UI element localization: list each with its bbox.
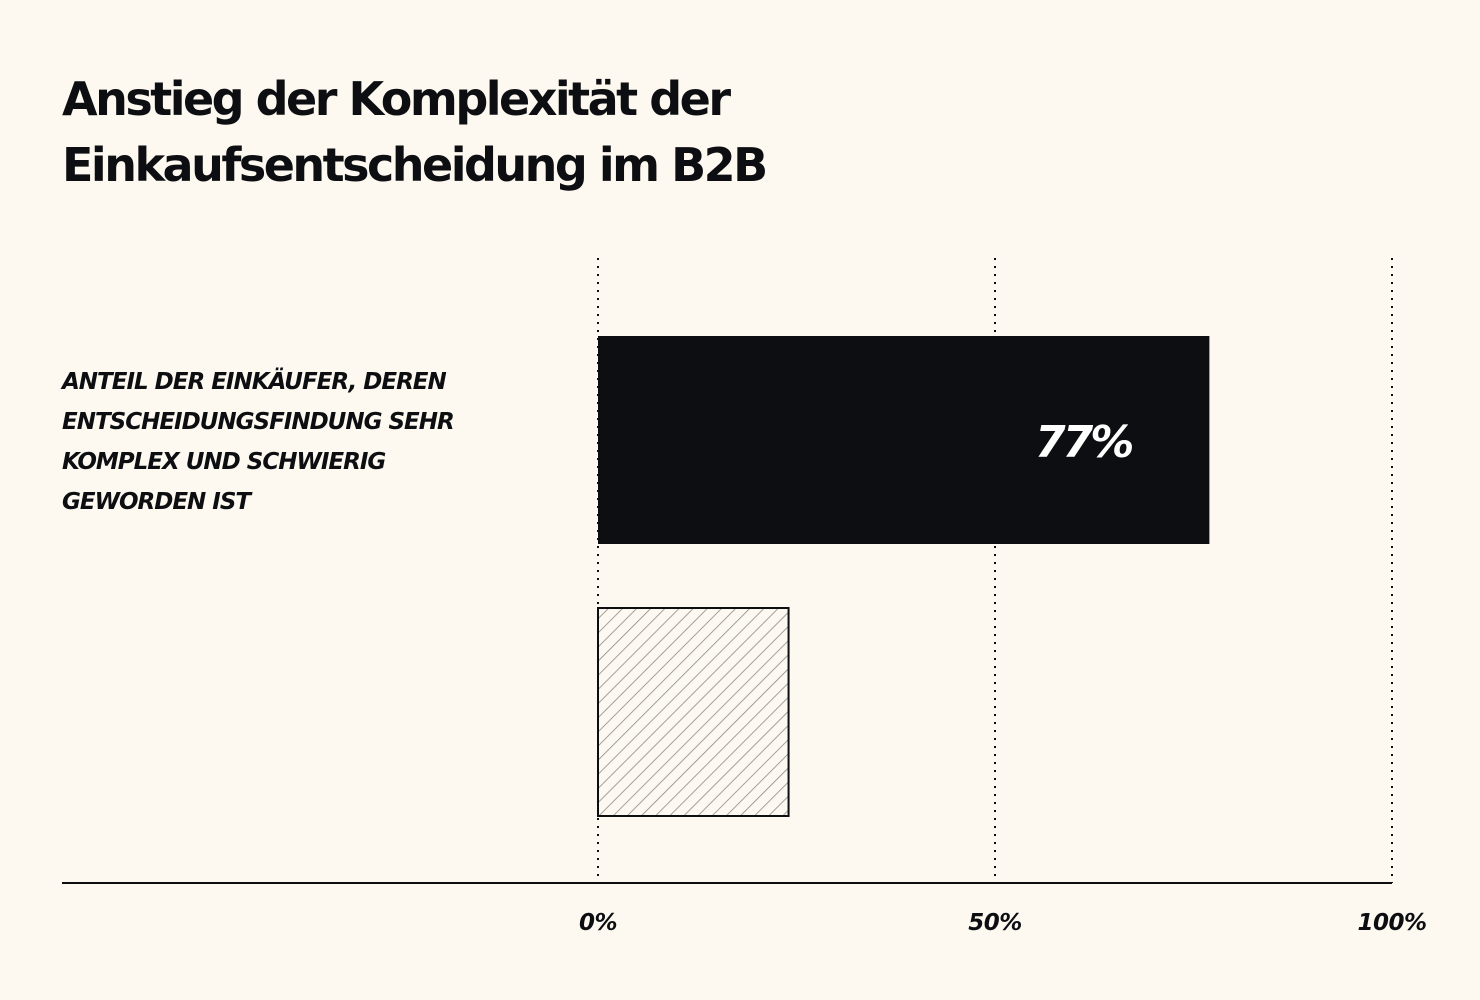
category-label-1-line-2: ENTSCHEIDUNGSFINDUNG SEHR (62, 409, 455, 435)
tick-label-0: 0% (579, 910, 617, 936)
category-label-1-line-3: KOMPLEX UND SCHWIERIG (62, 449, 386, 475)
bars (597, 336, 1210, 817)
tick-label-100: 100% (1357, 910, 1426, 936)
category-label-1: ANTEIL DER EINKÄUFER, DEREN ENTSCHEIDUNG… (62, 362, 532, 522)
bar-1 (598, 336, 1210, 544)
category-label-1-line-1: ANTEIL DER EINKÄUFER, DEREN (62, 369, 447, 395)
x-axis-ticks: 0% 50% 100% (579, 910, 1427, 936)
chart-title: Anstieg der Komplexität der Einkaufsents… (62, 66, 882, 198)
tick-label-50: 50% (968, 910, 1022, 936)
value-labels: 77% (1035, 417, 1135, 468)
value-label-1: 77% (1035, 417, 1132, 468)
chart-title-line-2: Einkaufsentscheidung im B2B (62, 138, 768, 192)
category-label-1-line-4: GEWORDEN IST (62, 489, 251, 515)
chart-title-line-1: Anstieg der Komplexität der (62, 72, 731, 126)
bar-2 (597, 607, 790, 817)
